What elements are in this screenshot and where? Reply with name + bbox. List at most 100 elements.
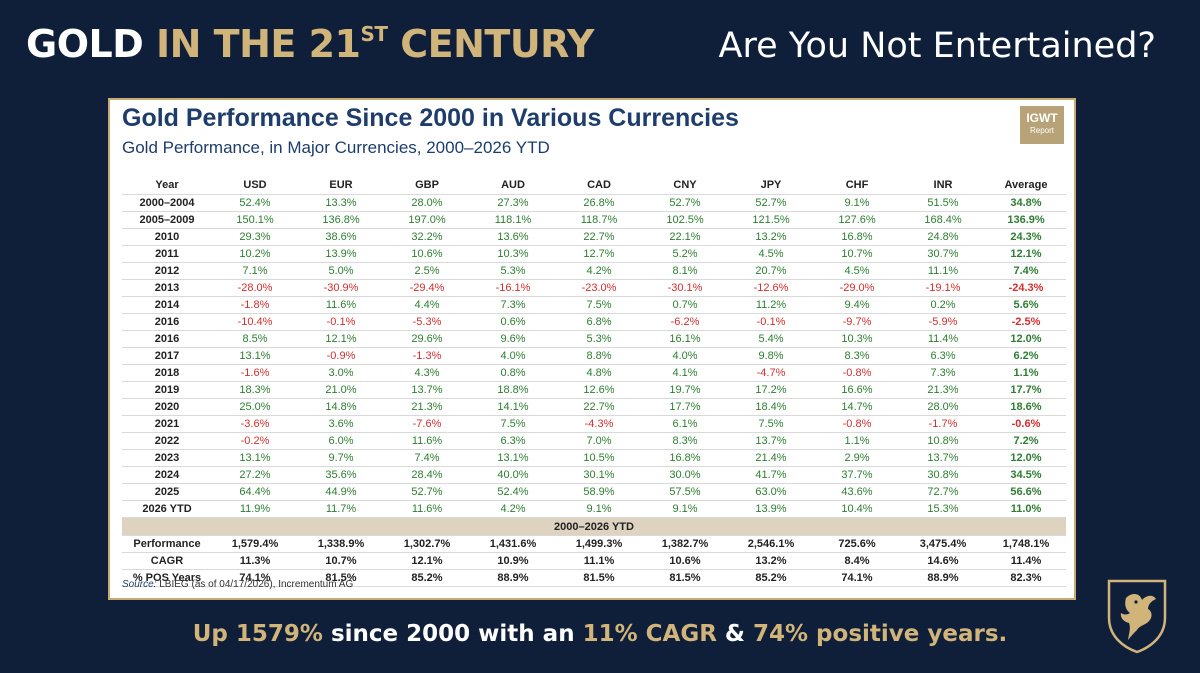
value-cell: 11.6%: [384, 500, 470, 518]
value-cell: -29.0%: [814, 279, 900, 297]
slide-title-sup: ST: [360, 22, 388, 46]
summary-label: % POS Years: [122, 569, 212, 587]
value-cell: 11.2%: [728, 296, 814, 314]
table-row: 2011 10.2% 13.9% 10.6% 10.3% 12.7% 5.2% 4.5% 10.…: [122, 245, 1066, 263]
table-row: 2013 -28.0% -30.9% -29.4% -16.1% -23.0% -30.1%…: [122, 279, 1066, 297]
value-cell: 13.3%: [298, 194, 384, 212]
value-cell: 13.6%: [470, 228, 556, 246]
slide-subtitle: Are You Not Entertained?: [718, 26, 1156, 66]
summary-value: 81.5%: [556, 569, 642, 587]
table-row: 2017 13.1% -0.9% -1.3% 4.0% 8.8% 4.0% 9.8% 8.3% 6…: [122, 347, 1066, 365]
summary-value: 3,475.4%: [900, 535, 986, 553]
igwt-badge: IGWT Report: [1020, 106, 1064, 144]
average-cell: 24.3%: [986, 228, 1066, 246]
value-cell: -30.9%: [298, 279, 384, 297]
average-cell: 34.8%: [986, 194, 1066, 212]
average-cell: 56.6%: [986, 483, 1066, 501]
value-cell: 102.5%: [642, 211, 728, 229]
column-header: INR: [900, 176, 986, 195]
source-text: LBIEG (as of 04/17/2026), Incrementum AG: [156, 579, 354, 590]
row-label: 2010: [122, 228, 212, 246]
value-cell: 11.7%: [298, 500, 384, 518]
value-cell: 5.0%: [298, 262, 384, 280]
value-cell: 64.4%: [212, 483, 298, 501]
value-cell: -1.6%: [212, 364, 298, 382]
value-cell: 11.4%: [900, 330, 986, 348]
summary-value: 12.1%: [384, 552, 470, 570]
value-cell: 2.5%: [384, 262, 470, 280]
summary-value: 1,338.9%: [298, 535, 384, 553]
table-row: 2005–2009 150.1% 136.8% 197.0% 118.1% 118.7% 1…: [122, 211, 1066, 229]
value-cell: 136.8%: [298, 211, 384, 229]
row-label: 2016: [122, 313, 212, 331]
summary-value: 88.9%: [470, 569, 556, 587]
badge-line1: IGWT: [1026, 111, 1058, 125]
column-header: EUR: [298, 176, 384, 195]
average-cell: -24.3%: [986, 279, 1066, 297]
value-cell: 5.3%: [470, 262, 556, 280]
value-cell: -10.4%: [212, 313, 298, 331]
row-label: 2000–2004: [122, 194, 212, 212]
summary-value: 74.1%: [814, 569, 900, 587]
value-cell: 11.6%: [298, 296, 384, 314]
value-cell: -1.7%: [900, 415, 986, 433]
summary-row: % POS Years 74.1% 81.5% 85.2% 88.9% 81.5% 81.5…: [122, 569, 1066, 587]
table-row: 2022 -0.2% 6.0% 11.6% 6.3% 7.0% 8.3% 13.7% 1.1% 1…: [122, 432, 1066, 450]
table-row: 2016 8.5% 12.1% 29.6% 9.6% 5.3% 16.1% 5.4% 10.3%…: [122, 330, 1066, 348]
griffin-crest-icon: [1107, 579, 1167, 654]
column-header: USD: [212, 176, 298, 195]
value-cell: 52.7%: [642, 194, 728, 212]
value-cell: 8.1%: [642, 262, 728, 280]
value-cell: -23.0%: [556, 279, 642, 297]
value-cell: -5.9%: [900, 313, 986, 331]
value-cell: 22.7%: [556, 228, 642, 246]
row-label: 2026 YTD: [122, 500, 212, 518]
bottom-caption: Up 1579% since 2000 with an 11% CAGR & 7…: [0, 621, 1200, 647]
value-cell: 44.9%: [298, 483, 384, 501]
column-header: GBP: [384, 176, 470, 195]
value-cell: 13.9%: [728, 500, 814, 518]
value-cell: 10.7%: [814, 245, 900, 263]
summary-value: 8.4%: [814, 552, 900, 570]
value-cell: 10.3%: [814, 330, 900, 348]
summary-value: 10.9%: [470, 552, 556, 570]
summary-value: 81.5%: [642, 569, 728, 587]
summary-value: 85.2%: [728, 569, 814, 587]
column-header: CAD: [556, 176, 642, 195]
value-cell: 8.3%: [642, 432, 728, 450]
table-row: 2010 29.3% 38.6% 32.2% 13.6% 22.7% 22.1% 13.2% 1…: [122, 228, 1066, 246]
summary-row: CAGR 11.3% 10.7% 12.1% 10.9% 11.1% 10.6% 13.2% 8…: [122, 552, 1066, 570]
value-cell: 30.0%: [642, 466, 728, 484]
value-cell: 18.8%: [470, 381, 556, 399]
value-cell: 17.2%: [728, 381, 814, 399]
value-cell: 21.3%: [384, 398, 470, 416]
table-row: 2012 7.1% 5.0% 2.5% 5.3% 4.2% 8.1% 20.7% 4.5% 11.…: [122, 262, 1066, 280]
value-cell: 15.3%: [900, 500, 986, 518]
value-cell: 8.8%: [556, 347, 642, 365]
value-cell: 127.6%: [814, 211, 900, 229]
summary-value: 11.4%: [986, 552, 1066, 570]
column-header: Average: [986, 176, 1066, 195]
average-cell: 7.4%: [986, 262, 1066, 280]
value-cell: 4.0%: [470, 347, 556, 365]
slide-title-gold-1: IN THE 21: [156, 22, 361, 66]
average-cell: 6.2%: [986, 347, 1066, 365]
value-cell: 7.5%: [728, 415, 814, 433]
value-cell: -0.8%: [814, 415, 900, 433]
value-cell: 0.6%: [470, 313, 556, 331]
value-cell: 16.8%: [814, 228, 900, 246]
value-cell: -0.8%: [814, 364, 900, 382]
value-cell: 5.4%: [728, 330, 814, 348]
value-cell: 11.9%: [212, 500, 298, 518]
value-cell: 35.6%: [298, 466, 384, 484]
average-cell: 136.9%: [986, 211, 1066, 229]
caption-part1: Up 1579%: [192, 621, 323, 647]
value-cell: -0.9%: [298, 347, 384, 365]
value-cell: 41.7%: [728, 466, 814, 484]
caption-part3: 11% CAGR: [582, 621, 717, 647]
table-row: 2014 -1.8% 11.6% 4.4% 7.3% 7.5% 0.7% 11.2% 9.4% 0…: [122, 296, 1066, 314]
value-cell: 13.7%: [900, 449, 986, 467]
value-cell: 14.8%: [298, 398, 384, 416]
value-cell: 4.3%: [384, 364, 470, 382]
value-cell: 28.0%: [900, 398, 986, 416]
